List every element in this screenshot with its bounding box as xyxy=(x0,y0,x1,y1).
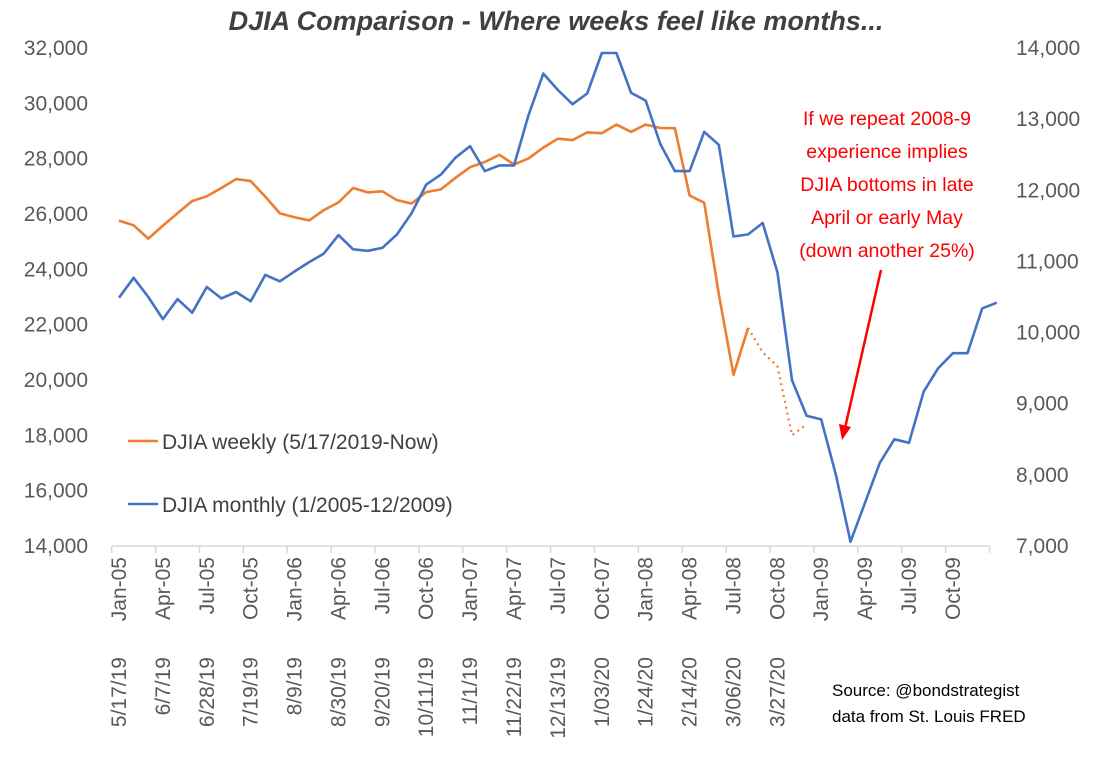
left-tick-label: 20,000 xyxy=(24,369,88,392)
x-month-label: Jan-05 xyxy=(108,557,131,621)
x-month-label: Oct-06 xyxy=(415,557,438,620)
x-month-label: Apr-05 xyxy=(152,557,175,620)
annotation-line-5: (down another 25%) xyxy=(799,240,975,262)
left-tick-label: 24,000 xyxy=(24,258,88,281)
x-week-label: 11/1/19 xyxy=(459,657,482,726)
left-axis: 14,000 16,000 18,000 20,000 22,000 24,000 26,0… xyxy=(24,37,88,558)
x-month-label: Jan-07 xyxy=(459,557,482,621)
legend-weekly-label: DJIA weekly (5/17/2019-Now) xyxy=(162,431,439,454)
x-month-label: Jan-08 xyxy=(635,557,658,621)
series-line-2 xyxy=(117,51,998,544)
x-month-label: Jan-09 xyxy=(810,557,833,621)
x-month-label: Jul-07 xyxy=(547,557,570,614)
x-week-label: 7/19/19 xyxy=(240,657,263,727)
annotation: If we repeat 2008-9 experience implies D… xyxy=(799,108,975,440)
x-month-label: Oct-05 xyxy=(240,557,263,620)
right-tick-label: 14,000 xyxy=(1016,37,1080,60)
right-tick-label: 10,000 xyxy=(1016,322,1080,345)
x-axis-tickmarks xyxy=(110,546,991,553)
x-month-label: Jul-08 xyxy=(722,557,745,614)
annotation-line-2: experience implies xyxy=(806,141,968,163)
x-week-label: 11/22/19 xyxy=(503,657,526,737)
chart-title: DJIA Comparison - Where weeks feel like … xyxy=(229,6,884,36)
series-line-0 xyxy=(118,123,750,377)
x-axis-weekly-labels: 5/17/19 6/7/19 6/28/19 7/19/19 8/9/19 8/30/19… xyxy=(108,657,789,739)
annotation-line-3: DJIA bottoms in late xyxy=(800,174,973,196)
x-month-label: Oct-09 xyxy=(942,557,965,620)
x-month-label: Oct-08 xyxy=(766,557,789,620)
annotation-line-1: If we repeat 2008-9 xyxy=(803,108,971,130)
x-week-label: 1/24/20 xyxy=(635,657,658,727)
right-tick-label: 7,000 xyxy=(1016,535,1069,558)
x-week-label: 8/30/19 xyxy=(327,657,350,727)
x-week-label: 12/13/19 xyxy=(547,657,570,739)
x-week-label: 8/9/19 xyxy=(284,657,307,715)
series-layer xyxy=(117,51,998,544)
x-axis-monthly-labels: Jan-05 Apr-05 Jul-05 Oct-05 Jan-06 Apr-06 Jul-… xyxy=(108,557,965,621)
source-note: Source: @bondstrategist data from St. Lo… xyxy=(832,681,1026,726)
annotation-arrow xyxy=(843,269,883,429)
x-month-label: Oct-07 xyxy=(591,557,614,620)
x-month-label: Jul-06 xyxy=(371,557,394,614)
left-tick-label: 32,000 xyxy=(24,37,88,60)
x-week-label: 3/27/20 xyxy=(766,657,789,727)
x-month-label: Jul-05 xyxy=(196,557,219,614)
left-tick-label: 28,000 xyxy=(24,148,88,171)
annotation-line-4: April or early May xyxy=(811,207,963,229)
series-line-1 xyxy=(747,327,808,437)
x-week-label: 1/03/20 xyxy=(591,657,614,727)
legend: DJIA weekly (5/17/2019-Now) DJIA monthly… xyxy=(128,431,453,517)
right-tick-label: 9,000 xyxy=(1016,393,1069,416)
right-tick-label: 12,000 xyxy=(1016,179,1080,202)
x-month-label: Jan-06 xyxy=(284,557,307,621)
x-month-label: Apr-08 xyxy=(679,557,702,620)
x-month-label: Apr-06 xyxy=(327,557,350,620)
left-tick-label: 22,000 xyxy=(24,314,88,337)
x-week-label: 3/06/20 xyxy=(722,657,745,727)
left-tick-label: 18,000 xyxy=(24,424,88,447)
right-tick-label: 8,000 xyxy=(1016,464,1069,487)
annotation-arrowhead xyxy=(839,424,851,440)
x-week-label: 2/14/20 xyxy=(679,657,702,727)
x-month-label: Apr-07 xyxy=(503,557,526,620)
right-tick-label: 13,000 xyxy=(1016,108,1080,131)
source-line-1: Source: @bondstrategist xyxy=(832,681,1020,700)
left-tick-label: 26,000 xyxy=(24,203,88,226)
legend-monthly-label: DJIA monthly (1/2005-12/2009) xyxy=(162,494,453,517)
left-tick-label: 14,000 xyxy=(24,535,88,558)
left-tick-label: 30,000 xyxy=(24,92,88,115)
x-week-label: 9/20/19 xyxy=(371,657,394,727)
x-week-label: 10/11/19 xyxy=(415,657,438,737)
x-week-label: 6/7/19 xyxy=(152,657,175,715)
source-line-2: data from St. Louis FRED xyxy=(832,707,1026,726)
x-month-label: Jul-09 xyxy=(898,557,921,614)
x-week-label: 6/28/19 xyxy=(196,657,219,727)
x-week-label: 5/17/19 xyxy=(108,657,131,727)
right-axis: 7,000 8,000 9,000 10,000 11,000 12,000 13,000 1… xyxy=(1016,37,1080,558)
x-month-label: Apr-09 xyxy=(854,557,877,620)
left-tick-label: 16,000 xyxy=(24,480,88,503)
right-tick-label: 11,000 xyxy=(1016,250,1079,273)
